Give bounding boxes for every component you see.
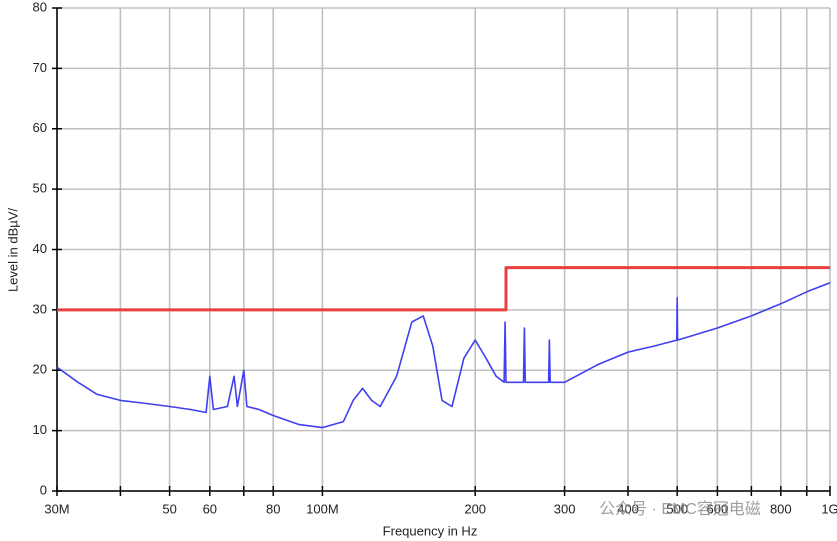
y-tick-label: 40 [33, 241, 47, 256]
x-tick-label: 400 [617, 501, 639, 516]
y-tick-label: 70 [33, 60, 47, 75]
series-line [56, 281, 831, 429]
y-axis-label: Level in dBµV/ [5, 208, 20, 292]
x-tick-label: 600 [707, 501, 729, 516]
x-tick-label: 80 [266, 501, 280, 516]
x-tick-label: 300 [554, 501, 576, 516]
y-tick-label: 10 [33, 422, 47, 437]
watermark: 公众号 · EMC容冠电磁 [599, 500, 761, 518]
y-tick-label: 50 [33, 181, 47, 196]
x-tick-label: 30M [44, 501, 69, 516]
x-tick-label: 50 [162, 501, 176, 516]
x-tick-label: 100M [306, 501, 339, 516]
x-tick-label: 60 [203, 501, 217, 516]
y-tick-label: 0 [40, 482, 47, 497]
series-line [57, 266, 830, 312]
y-tick-label: 30 [33, 301, 47, 316]
x-axis-label: Frequency in Hz [383, 523, 478, 538]
x-tick-label: 800 [770, 501, 792, 516]
x-tick-label: 200 [464, 501, 486, 516]
x-tick-label: 500 [666, 501, 688, 516]
y-tick-label: 20 [33, 362, 47, 377]
y-tick-label: 60 [33, 120, 47, 135]
x-tick-label: 1G [821, 501, 837, 516]
y-tick-label: 80 [33, 0, 47, 14]
